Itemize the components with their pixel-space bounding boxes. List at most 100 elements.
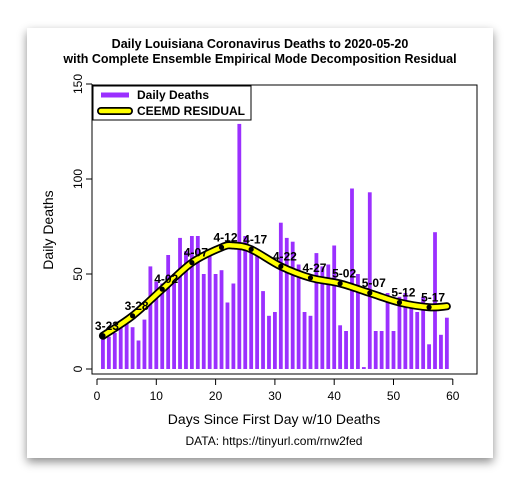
bar (427, 344, 431, 369)
bar (106, 336, 111, 369)
bar (278, 222, 283, 369)
bar (350, 188, 354, 369)
bar (243, 236, 248, 369)
y-tick-label: 100 (71, 169, 85, 189)
bar (112, 332, 117, 369)
chart-svg: Daily Louisiana Coronavirus Deaths to 20… (40, 37, 478, 448)
bar (433, 232, 437, 369)
residual-point (100, 333, 106, 339)
point-label: 4-07 (184, 246, 208, 260)
bar (367, 192, 372, 369)
bar (302, 312, 307, 369)
x-tick-label: 40 (328, 389, 342, 403)
chart-title: Daily Louisiana Coronavirus Deaths to 20… (112, 37, 409, 51)
point-label: 4-12 (214, 230, 238, 244)
bar (261, 291, 265, 369)
point-labels-group: 3-23 3-28 4-02 4-07 4-12 4-17 4-22 4-27 5-02 5-07… (95, 230, 445, 339)
bar (296, 264, 301, 369)
residual-point (396, 299, 403, 306)
bar (166, 255, 171, 369)
residual-point (129, 313, 136, 319)
point-label: 5-02 (332, 267, 356, 281)
x-tick-label: 50 (387, 389, 401, 403)
residual-point (278, 263, 284, 269)
point-label: 4-27 (302, 261, 326, 275)
bar (184, 251, 188, 369)
bar (421, 296, 426, 369)
bar (189, 236, 194, 369)
bar (284, 237, 289, 369)
residual-point (367, 290, 373, 296)
bar (231, 283, 236, 369)
legend-label-ceemd-residual: CEEMD RESIDUAL (137, 104, 245, 118)
y-axis-label: Daily Deaths (40, 190, 56, 269)
bar (439, 334, 443, 369)
bar (136, 340, 141, 369)
x-tick-label: 10 (150, 389, 164, 403)
bars-group (101, 123, 449, 370)
bar (172, 274, 176, 369)
bar (178, 237, 182, 369)
bar (225, 302, 230, 369)
bar (213, 274, 218, 369)
bar (124, 317, 129, 369)
data-source-note: DATA: https://tinyurl.com/rnw2fed (186, 434, 363, 448)
bar (344, 331, 348, 369)
bar (219, 270, 224, 369)
legend: Daily Deaths CEEMD RESIDUAL (92, 85, 252, 121)
bar (255, 249, 260, 369)
residual-point (218, 244, 225, 250)
bar (118, 327, 123, 369)
bar (201, 274, 206, 369)
bar (207, 251, 212, 369)
bar (290, 241, 295, 369)
x-tick-label: 0 (94, 389, 101, 403)
bar (314, 253, 319, 369)
point-label: 4-17 (243, 232, 267, 246)
residual-point (248, 246, 254, 252)
bar (379, 331, 384, 369)
point-label: 4-02 (154, 272, 178, 286)
point-label: 5-17 (421, 290, 445, 304)
bar (326, 264, 331, 369)
residual-point (307, 275, 314, 281)
bar (273, 312, 277, 369)
point-label: 5-07 (362, 276, 386, 290)
bar (409, 302, 414, 369)
residual-point (189, 260, 195, 266)
bar (101, 338, 105, 369)
y-axis: 0 50 100 150 (71, 74, 93, 372)
x-axis: 0 10 20 30 40 50 60 (94, 378, 460, 403)
bar (332, 245, 337, 369)
residual-point (159, 286, 165, 292)
point-label: 4-22 (273, 249, 297, 263)
y-tick-label: 150 (71, 74, 85, 94)
bar (397, 296, 402, 369)
y-tick-label: 0 (71, 365, 85, 372)
bar (391, 331, 396, 369)
y-tick-label: 50 (71, 267, 85, 281)
residual-point (337, 280, 343, 287)
legend-label-daily-deaths: Daily Deaths (137, 88, 209, 102)
x-axis-label: Days Since First Day w/10 Deaths (168, 411, 380, 427)
residual-point (426, 304, 432, 310)
bar (142, 319, 147, 369)
bar (444, 317, 449, 369)
bar (160, 283, 165, 369)
point-label: 3-23 (95, 319, 119, 333)
bar (154, 281, 159, 369)
chart-card: Daily Louisiana Coronavirus Deaths to 20… (27, 28, 493, 458)
bar (130, 327, 135, 369)
bar (415, 312, 420, 369)
point-label: 5-12 (391, 286, 415, 300)
point-label: 3-28 (125, 299, 149, 313)
chart-subtitle: with Complete Ensemble Empirical Mode De… (62, 52, 456, 66)
bar (361, 367, 366, 369)
x-tick-label: 20 (209, 389, 223, 403)
bar (338, 325, 343, 369)
bar (320, 266, 325, 369)
bar (308, 315, 313, 369)
bar (385, 293, 390, 369)
x-tick-label: 60 (446, 389, 460, 403)
bar (267, 315, 271, 369)
